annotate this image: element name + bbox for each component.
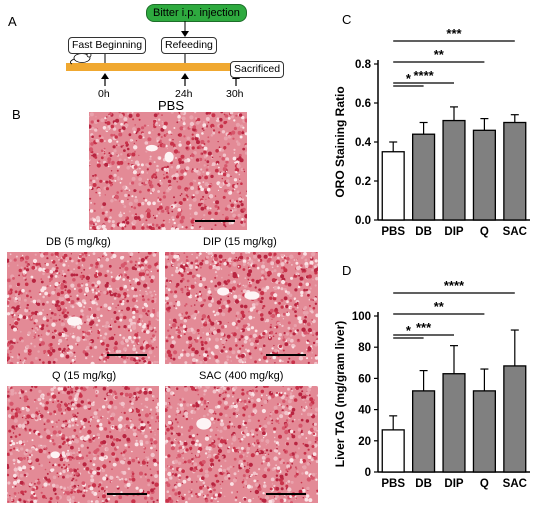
timeline-diagram — [66, 21, 240, 86]
scale-bar — [107, 354, 147, 356]
injection-label: Bitter i.p. injection — [146, 4, 247, 22]
pbs-tissue-image — [89, 112, 247, 230]
oro-staining-chart: 0.0 0.2 0.4 0.6 0.8 ORO Staining Ratio PBS DB DI… — [333, 26, 530, 238]
scale-bar — [266, 493, 306, 495]
significance-label: **** — [444, 278, 465, 293]
x-tick-label: SAC — [503, 478, 527, 490]
y-axis-label: Liver TAG (mg/gram liver) — [333, 321, 347, 467]
x-tick-label: PBS — [381, 478, 405, 490]
panel-label-d: D — [342, 263, 352, 278]
time-label-30h: 30h — [226, 88, 244, 100]
y-tick-label: 100 — [352, 311, 371, 323]
fast-beginning-label: Fast Beginning — [68, 37, 147, 54]
significance-label: *** — [416, 320, 432, 335]
x-tick-label: PBS — [381, 226, 405, 238]
refeeding-label: Refeeding — [161, 37, 217, 54]
x-tick-label: DB — [415, 226, 432, 238]
y-axis-label: ORO Staining Ratio — [333, 86, 347, 197]
time-label-0h: 0h — [98, 88, 110, 100]
db-image-label: DB (5 mg/kg) — [46, 236, 111, 248]
panel-label-c: C — [342, 12, 352, 27]
panel-label-b: B — [12, 107, 21, 122]
x-tick-label: DIP — [444, 478, 464, 490]
y-tick-label: 80 — [358, 342, 371, 354]
pbs-image-label: PBS — [158, 98, 185, 113]
y-tick-label: 40 — [358, 405, 371, 417]
scale-bar — [266, 354, 306, 356]
bar-db — [412, 390, 436, 473]
y-tick-label: 60 — [358, 373, 371, 385]
bar-dip — [442, 119, 466, 221]
liver-tag-chart: 0 20 40 60 80 100 Liver TAG (mg/gram liver) PBS… — [333, 278, 530, 490]
significance-label: ** — [434, 299, 445, 314]
significance-label: *** — [446, 26, 462, 41]
significance-label: **** — [413, 68, 434, 83]
bar-dip — [442, 373, 466, 473]
y-tick-label: 20 — [358, 436, 371, 448]
bar-q — [472, 390, 496, 473]
x-tick-label: DB — [415, 478, 432, 490]
x-tick-label: SAC — [503, 226, 527, 238]
db-tissue-image — [7, 252, 159, 364]
x-tick-label: Q — [480, 226, 489, 238]
bar-sac — [503, 365, 527, 473]
sacrificed-label: Sacrificed — [230, 61, 285, 78]
injection-arrowhead — [181, 31, 189, 37]
y-tick-label: 0.2 — [355, 176, 371, 188]
significance-label: * — [406, 71, 412, 86]
sac-tissue-image — [165, 386, 318, 503]
y-tick-label: 0.8 — [355, 59, 372, 71]
q-tissue-image — [7, 386, 159, 503]
y-tick-label: 0.4 — [355, 137, 372, 149]
time-label-24h: 24h — [175, 88, 193, 100]
scale-bar — [107, 493, 147, 495]
timeline-bar — [66, 63, 236, 71]
y-tick-label: 0 — [365, 467, 371, 479]
y-tick-label: 0.0 — [355, 215, 371, 227]
mouse-icon — [70, 52, 92, 65]
bar-pbs — [381, 429, 405, 473]
bar-sac — [503, 121, 527, 221]
significance-label: * — [406, 323, 412, 338]
sac-image-label: SAC (400 mg/kg) — [199, 370, 284, 382]
x-tick-label: DIP — [444, 226, 464, 238]
bar-q — [472, 129, 496, 221]
bar-db — [412, 133, 436, 221]
bar-pbs — [381, 151, 405, 221]
significance-label: ** — [434, 47, 445, 62]
panel-label-a: A — [8, 14, 17, 29]
dip-tissue-image — [165, 252, 318, 364]
scale-bar — [195, 220, 235, 222]
q-image-label: Q (15 mg/kg) — [52, 370, 117, 382]
dip-image-label: DIP (15 mg/kg) — [203, 236, 277, 248]
x-tick-label: Q — [480, 478, 489, 490]
y-tick-label: 0.6 — [355, 98, 371, 110]
